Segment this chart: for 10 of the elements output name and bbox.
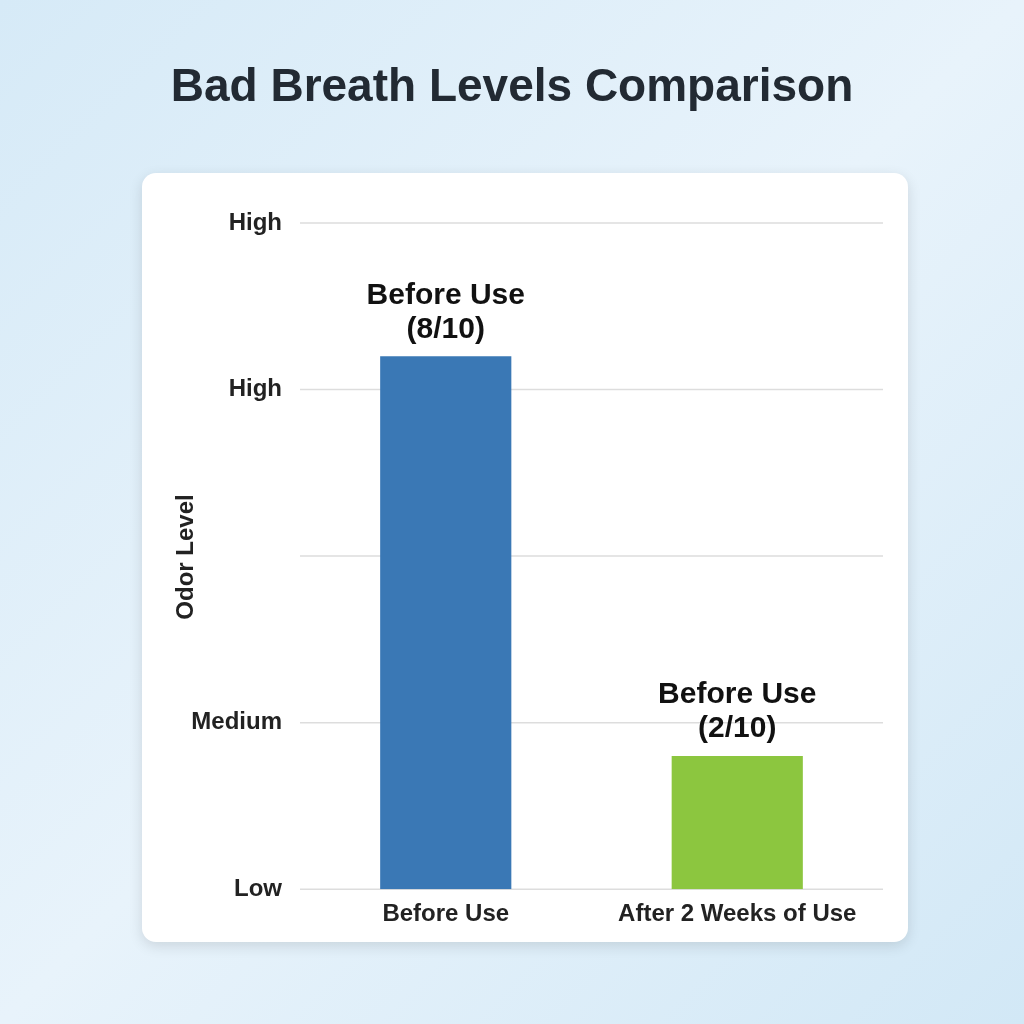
- ref-line-label: Medium: [191, 707, 282, 735]
- x-tick-label: After 2 Weeks of Use: [618, 899, 857, 927]
- data-label: Before Use (8/10): [366, 276, 525, 344]
- x-tick-label: Before Use: [382, 899, 510, 927]
- ref-line-label: High: [228, 374, 282, 402]
- chart-title: Bad Breath Levels Comparison: [169, 58, 855, 112]
- data-label: Before Use (2/10): [658, 676, 817, 744]
- ref-line-label: High: [228, 207, 282, 235]
- y-axis-title: Odor Level: [171, 493, 199, 622]
- ref-line-label: Low: [234, 873, 283, 901]
